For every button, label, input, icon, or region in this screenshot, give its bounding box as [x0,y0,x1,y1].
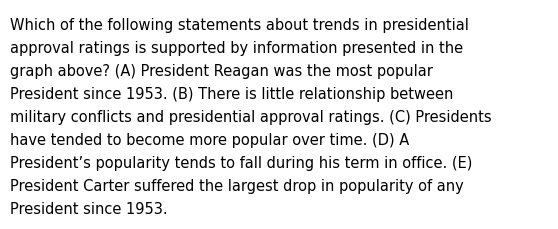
Text: Which of the following statements about trends in presidential: Which of the following statements about … [10,18,469,33]
Text: President Carter suffered the largest drop in popularity of any: President Carter suffered the largest dr… [10,178,464,193]
Text: President’s popularity tends to fall during his term in office. (E): President’s popularity tends to fall dur… [10,155,473,170]
Text: President since 1953.: President since 1953. [10,201,167,216]
Text: military conflicts and presidential approval ratings. (C) Presidents: military conflicts and presidential appr… [10,109,492,124]
Text: graph above? (A) President Reagan was the most popular: graph above? (A) President Reagan was th… [10,64,433,79]
Text: have tended to become more popular over time. (D) A: have tended to become more popular over … [10,132,409,147]
Text: President since 1953. (B) There is little relationship between: President since 1953. (B) There is littl… [10,87,453,101]
Text: approval ratings is supported by information presented in the: approval ratings is supported by informa… [10,41,463,56]
